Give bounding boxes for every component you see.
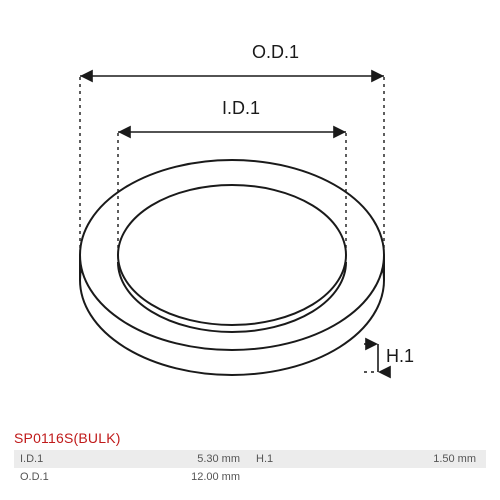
spec-value: 5.30 mm [74, 453, 250, 465]
ring-diagram-svg [0, 0, 500, 420]
spec-value: 1.50 mm [310, 453, 486, 465]
diagram-area: O.D.1 I.D.1 H.1 [0, 0, 500, 420]
spec-value: 12.00 mm [74, 471, 250, 483]
spec-label: H.1 [250, 453, 310, 465]
spec-label: I.D.1 [14, 453, 74, 465]
part-number: SP0116S(BULK) [14, 430, 121, 446]
label-inner-diameter: I.D.1 [222, 98, 260, 119]
table-row: O.D.1 12.00 mm [14, 468, 486, 486]
label-outer-diameter: O.D.1 [252, 42, 299, 63]
spec-table: I.D.1 5.30 mm H.1 1.50 mm O.D.1 12.00 mm [14, 450, 486, 486]
table-row: I.D.1 5.30 mm H.1 1.50 mm [14, 450, 486, 468]
spec-label: O.D.1 [14, 471, 74, 483]
label-height: H.1 [386, 346, 414, 367]
